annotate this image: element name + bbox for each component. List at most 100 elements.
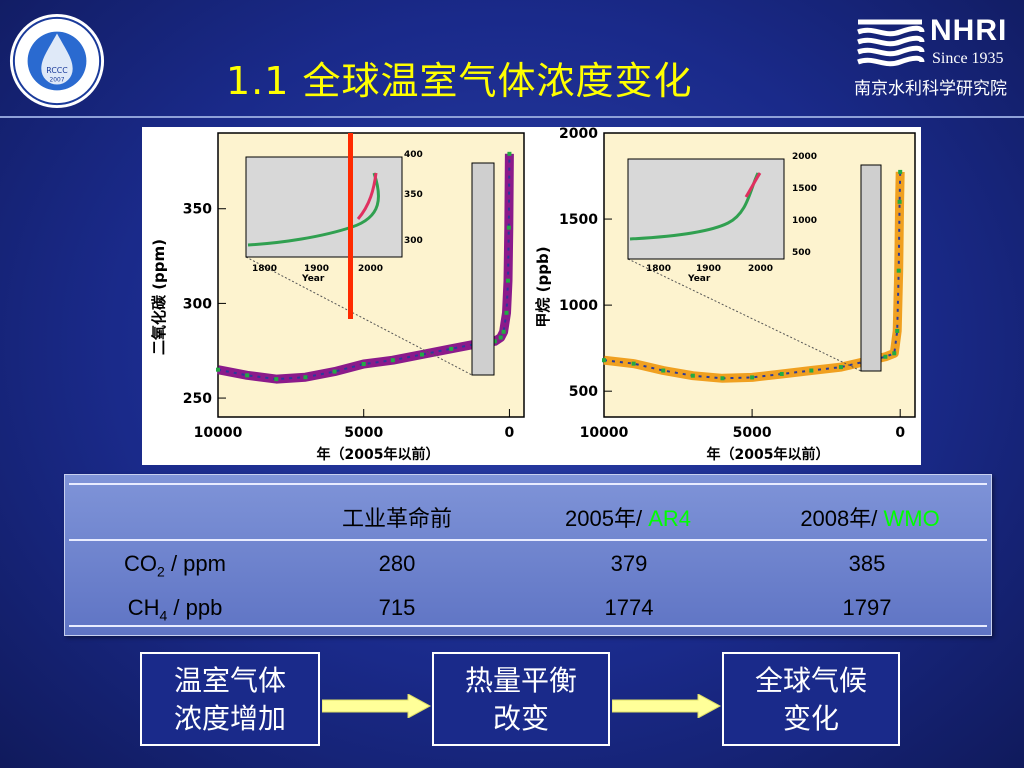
data-point (720, 376, 725, 381)
flow-box-ghg-increase: 温室气体 浓度增加 (140, 652, 320, 746)
co2-inset-xlabel: Year (301, 274, 325, 284)
logo-year: 2007 (50, 78, 65, 84)
ch4-inset-tick-1800: 1800 (646, 264, 671, 274)
ch4-2005: 1774 (604, 595, 654, 620)
data-point (883, 354, 888, 359)
data-point (661, 368, 666, 373)
ch4-gas: CH (127, 595, 160, 620)
row-co2-label: CO2 / ppm (95, 551, 255, 579)
table-header-rule (69, 539, 987, 541)
flow-box-climate-line1: 全球气候 (754, 664, 867, 697)
data-point (492, 339, 497, 344)
flow-box-climate-change: 全球气候 变化 (722, 652, 900, 746)
co2-subscript: 2 (157, 563, 165, 580)
ch4-ylabel: 甲烷 (ppb) (534, 246, 552, 327)
row-ch4-label: CH4 / ppb (95, 595, 255, 623)
x-tick-label: 0 (505, 425, 515, 441)
co2-chart: 10000 5000 0 250 300 350 1800 1900 2000 Year … (142, 127, 528, 465)
data-point (420, 352, 424, 357)
table-bottom-rule (69, 625, 987, 627)
arrow-right-icon (322, 694, 432, 718)
logo-center-text: RCCC (46, 66, 68, 75)
y-tick-label: 1500 (559, 212, 598, 228)
ch4-xlabel: 年（2005年以前） (707, 446, 830, 463)
ch4-chart-svg: 10000 5000 0 500 1000 1500 2000 1800 1900 2000… (534, 127, 916, 463)
x-tick-label: 10000 (580, 425, 629, 441)
co2-ylabel: 二氧化碳 (ppm) (150, 239, 168, 355)
nhri-since: Since 1935 (932, 50, 1004, 67)
concentration-table: 工业革命前 2005年/ AR4 2008年/ WMO CO2 / ppm 28… (64, 474, 992, 636)
data-point (506, 225, 511, 230)
y-tick-label: 500 (569, 384, 598, 400)
co2-zoom-band (471, 162, 495, 376)
data-point (216, 367, 220, 372)
ch4-inset-ytick-1500: 1500 (792, 184, 817, 194)
ch4-inset-tick-1900: 1900 (696, 264, 721, 274)
data-point (750, 375, 755, 380)
ch4-inset-ytick-2000: 2000 (792, 152, 817, 162)
header-2005: 2005年/ AR4 (543, 501, 713, 533)
data-point (779, 371, 784, 376)
data-point (245, 373, 250, 378)
ch4-2008: 1797 (842, 595, 892, 620)
data-point (809, 368, 814, 373)
rccc-logo: RCCC 2007 (9, 13, 105, 109)
co2-2005: 379 (610, 551, 648, 576)
series-overlay (603, 171, 902, 380)
flow-box-heat-line2: 改变 (492, 702, 549, 735)
co2-unit: / ppm (164, 551, 226, 576)
y-tick-label: 300 (183, 296, 212, 312)
data-point (361, 361, 366, 366)
co2-inset-modern (356, 172, 378, 220)
data-point (274, 377, 279, 382)
x-tick-label: 0 (895, 425, 905, 441)
x-tick-label: 5000 (733, 425, 772, 441)
header-ar4: AR4 (648, 506, 691, 531)
ch4-preindustrial: 715 (378, 595, 416, 620)
co2-inset-ytick-300: 300 (404, 236, 423, 246)
flow-box-heat-line1: 热量平衡 (464, 664, 577, 697)
nhri-wave-icon (857, 19, 925, 67)
nhri-cn-name: 南京水利科学研究院 (854, 79, 1007, 98)
flow-box-ghg-line2: 浓度增加 (173, 702, 286, 735)
data-point (390, 358, 395, 363)
data-point (895, 328, 900, 333)
data-point (303, 375, 308, 380)
data-point (507, 151, 512, 156)
co2-preindustrial: 280 (378, 551, 416, 576)
data-point (690, 373, 695, 378)
ch4-unit: / ppb (167, 595, 223, 620)
co2-2008: 385 (848, 551, 886, 576)
header-2008: 2008年/ WMO (775, 501, 965, 533)
data-point (896, 268, 901, 273)
ch4-inset-modern (744, 172, 762, 198)
table-top-rule (69, 483, 987, 485)
flow-box-heat-balance: 热量平衡 改变 (432, 652, 610, 746)
y-tick-label: 250 (183, 391, 212, 407)
co2-inset-tick-1900: 1900 (304, 264, 329, 274)
data-point (449, 346, 454, 351)
ch4-zoom-band (860, 164, 882, 372)
data-point (897, 199, 902, 204)
data-point (631, 361, 636, 366)
co2-inset-ytick-350: 350 (404, 190, 423, 200)
arrow-right-icon-2 (612, 694, 722, 718)
y-tick-label: 350 (183, 202, 212, 218)
ch4-inset-tick-2000: 2000 (748, 264, 773, 274)
co2-xlabel: 年（2005年以前） (317, 446, 440, 463)
header-divider (0, 116, 1024, 118)
ch4-inset-xlabel: Year (687, 274, 711, 284)
ch4-inset-ytick-500: 500 (792, 248, 811, 258)
data-point (892, 351, 897, 356)
co2-red-bar (348, 133, 353, 319)
flow-box-climate-line2: 变化 (782, 702, 839, 735)
nhri-logo: NHRI Since 1935 南京水利科学研究院 (852, 14, 1020, 100)
co2-inset-ytick-400: 400 (404, 150, 423, 160)
nhri-name: NHRI (930, 14, 1008, 47)
flow-box-ghg-line1: 温室气体 (173, 664, 286, 697)
x-tick-label: 5000 (344, 425, 383, 441)
ch4-chart: 10000 5000 0 500 1000 1500 2000 1800 1900 2000… (528, 127, 921, 465)
header-wmo: WMO (883, 506, 940, 531)
ch4-inset-ytick-1000: 1000 (792, 216, 817, 226)
data-point (332, 369, 337, 374)
